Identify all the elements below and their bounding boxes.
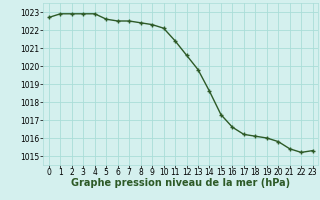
- X-axis label: Graphe pression niveau de la mer (hPa): Graphe pression niveau de la mer (hPa): [71, 178, 290, 188]
